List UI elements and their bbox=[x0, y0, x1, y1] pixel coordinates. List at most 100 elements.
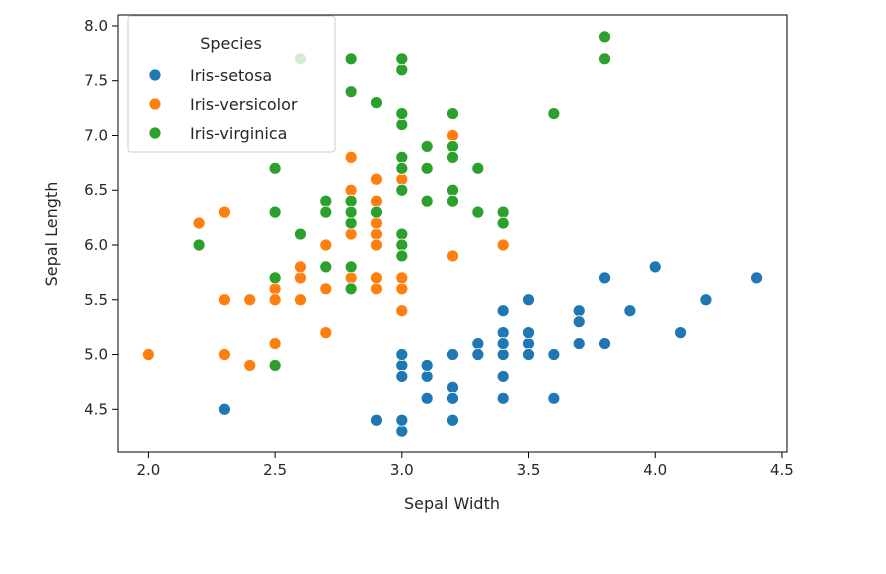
point-iris-virginica bbox=[344, 205, 358, 219]
point-iris-setosa bbox=[547, 348, 561, 361]
point-iris-virginica bbox=[344, 260, 358, 274]
point-iris-virginica bbox=[268, 271, 282, 285]
plot-frame bbox=[117, 14, 788, 453]
point-iris-versicolor bbox=[395, 271, 409, 285]
point-iris-versicolor bbox=[294, 271, 307, 285]
legend-box bbox=[127, 15, 336, 153]
point-iris-setosa bbox=[395, 370, 409, 383]
point-iris-setosa bbox=[446, 380, 459, 394]
point-iris-virginica bbox=[344, 216, 358, 230]
point-iris-setosa bbox=[547, 391, 561, 405]
point-iris-versicolor bbox=[268, 293, 282, 307]
point-iris-virginica bbox=[294, 227, 307, 241]
point-iris-setosa bbox=[370, 413, 383, 427]
point-iris-versicolor bbox=[496, 238, 510, 252]
point-iris-setosa bbox=[395, 359, 409, 372]
point-iris-setosa bbox=[572, 337, 586, 350]
point-iris-versicolor bbox=[446, 249, 459, 263]
point-iris-virginica bbox=[446, 194, 459, 208]
point-iris-setosa bbox=[750, 271, 763, 285]
point-iris-setosa bbox=[522, 348, 535, 361]
point-iris-setosa bbox=[446, 413, 459, 427]
x-tick-label: 3.0 bbox=[390, 461, 414, 479]
point-iris-setosa bbox=[522, 293, 535, 307]
point-iris-versicolor bbox=[319, 282, 333, 296]
legend-marker bbox=[148, 97, 162, 111]
point-iris-setosa bbox=[572, 315, 586, 329]
point-iris-virginica bbox=[268, 205, 282, 219]
y-tick-label: 7.5 bbox=[84, 72, 108, 90]
x-tick-label: 2.5 bbox=[263, 461, 287, 479]
point-iris-virginica bbox=[395, 52, 409, 66]
y-tick-label: 6.0 bbox=[84, 236, 108, 254]
point-iris-virginica bbox=[395, 63, 409, 77]
x-axis-label: Sepal Width bbox=[404, 494, 500, 513]
y-axis-label: Sepal Length bbox=[42, 182, 61, 287]
point-iris-virginica bbox=[496, 205, 510, 219]
legend-marker bbox=[148, 68, 162, 82]
point-iris-setosa bbox=[395, 348, 409, 361]
point-iris-versicolor bbox=[344, 227, 358, 241]
point-iris-virginica bbox=[471, 161, 485, 175]
point-iris-versicolor bbox=[142, 348, 155, 361]
point-iris-virginica bbox=[319, 260, 333, 274]
point-iris-virginica bbox=[370, 96, 383, 110]
point-iris-setosa bbox=[496, 391, 510, 405]
point-iris-virginica bbox=[268, 359, 282, 372]
point-iris-versicolor bbox=[319, 238, 333, 252]
x-axis: 2.0 2.5 3.0 3.5 4.0 4.5 bbox=[136, 452, 794, 479]
y-tick-label: 7.0 bbox=[84, 126, 108, 144]
y-tick-label: 4.5 bbox=[84, 400, 108, 418]
y-tick-label: 5.0 bbox=[84, 346, 108, 364]
point-iris-virginica bbox=[395, 150, 409, 164]
point-iris-setosa bbox=[598, 337, 611, 350]
point-iris-setosa bbox=[446, 391, 459, 405]
point-iris-setosa bbox=[420, 391, 434, 405]
point-iris-virginica bbox=[395, 249, 409, 263]
point-iris-virginica bbox=[446, 150, 459, 164]
point-iris-setosa bbox=[623, 304, 637, 318]
y-axis: 4.5 5.0 5.5 6.0 6.5 7.0 7.5 8.0 bbox=[84, 17, 118, 418]
point-iris-versicolor bbox=[218, 205, 231, 219]
point-iris-versicolor bbox=[294, 293, 307, 307]
point-iris-virginica bbox=[344, 282, 358, 296]
legend: Species Iris-setosa Iris-versicolor Iris-v… bbox=[127, 15, 336, 153]
point-iris-setosa bbox=[674, 326, 687, 340]
point-iris-setosa bbox=[471, 348, 485, 361]
point-iris-setosa bbox=[446, 348, 459, 361]
point-iris-versicolor bbox=[395, 304, 409, 318]
point-iris-virginica bbox=[420, 194, 434, 208]
point-iris-setosa bbox=[471, 337, 485, 350]
legend-label: Iris-versicolor bbox=[190, 95, 298, 114]
point-iris-virginica bbox=[420, 140, 434, 153]
point-iris-versicolor bbox=[268, 337, 282, 350]
point-iris-versicolor bbox=[395, 172, 409, 186]
x-tick-label: 4.0 bbox=[643, 461, 667, 479]
point-iris-versicolor bbox=[192, 216, 206, 230]
point-iris-virginica bbox=[395, 161, 409, 175]
point-iris-virginica bbox=[319, 205, 333, 219]
point-iris-virginica bbox=[446, 107, 459, 120]
point-iris-setosa bbox=[395, 424, 409, 438]
legend-label: Iris-setosa bbox=[190, 66, 272, 85]
point-iris-virginica bbox=[192, 238, 206, 252]
point-iris-setosa bbox=[496, 370, 510, 383]
point-iris-setosa bbox=[420, 370, 434, 383]
point-iris-setosa bbox=[496, 348, 510, 361]
point-iris-versicolor bbox=[370, 282, 383, 296]
x-tick-label: 2.0 bbox=[136, 461, 160, 479]
point-iris-virginica bbox=[598, 52, 611, 66]
point-iris-versicolor bbox=[344, 150, 358, 164]
point-iris-setosa bbox=[395, 413, 409, 427]
y-tick-label: 8.0 bbox=[84, 17, 108, 35]
point-iris-virginica bbox=[547, 107, 561, 120]
point-iris-virginica bbox=[496, 216, 510, 230]
point-iris-setosa bbox=[522, 337, 535, 350]
point-iris-versicolor bbox=[344, 183, 358, 197]
x-tick-label: 3.5 bbox=[517, 461, 541, 479]
point-iris-virginica bbox=[395, 183, 409, 197]
point-iris-setosa bbox=[218, 402, 231, 416]
x-tick-label: 4.5 bbox=[770, 461, 794, 479]
point-iris-versicolor bbox=[243, 359, 257, 372]
